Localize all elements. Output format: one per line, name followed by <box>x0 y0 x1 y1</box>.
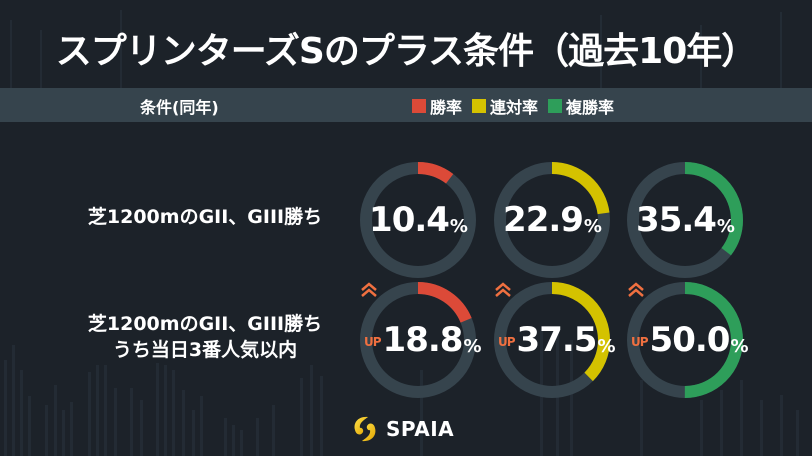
double-chevron-up-icon <box>361 282 377 297</box>
double-chevron-up-icon <box>495 282 511 297</box>
spaia-logo: SPAIA <box>350 414 454 444</box>
legend-label: 連対率 <box>490 98 539 117</box>
donut-value: 35.4% <box>627 162 743 278</box>
donut-top2-rate-row1: 22.9% <box>494 162 610 278</box>
double-chevron-up-icon <box>628 282 644 297</box>
percent-sign: % <box>730 335 748 357</box>
donut-win-rate-row2: UP 18.8% <box>360 282 481 398</box>
condition-column-header: 条件(同年) <box>140 98 219 117</box>
donut-value: UP 18.8% <box>360 282 481 398</box>
value-number: 37.5 <box>516 320 598 360</box>
row-label-line: 芝1200mのGII、GIII勝ち <box>87 206 323 228</box>
donut-top3-rate-row1: 35.4% <box>627 162 743 278</box>
up-label: UP <box>498 335 516 349</box>
legend: 勝率 連対率 複勝率 <box>412 94 614 118</box>
up-badge: UP <box>495 282 516 349</box>
donut-top2-rate-row2: UP 37.5% <box>494 282 615 398</box>
donut-value: UP 37.5% <box>494 282 615 398</box>
percent-sign: % <box>449 215 468 237</box>
value-number: 50.0 <box>649 320 731 360</box>
row-label-1: 芝1200mのGII、GIII勝ち <box>40 204 370 230</box>
up-label: UP <box>364 335 382 349</box>
page-title: スプリンターズSのプラス条件（過去10年） <box>55 31 758 72</box>
legend-swatch-green <box>548 99 563 113</box>
legend-item-top3-rate: 複勝率 <box>548 94 614 118</box>
legend-label: 勝率 <box>430 98 463 117</box>
donut-top3-rate-row2: UP 50.0% <box>627 282 748 398</box>
up-badge: UP <box>361 282 382 349</box>
up-label: UP <box>631 335 649 349</box>
row-label-line: うち当日3番人気以内 <box>112 339 298 361</box>
spaia-swirl-icon <box>354 416 376 442</box>
row-label-line: 芝1200mのGII、GIII勝ち <box>87 313 323 335</box>
percent-sign: % <box>583 215 602 237</box>
percent-sign: % <box>463 335 481 357</box>
logo-text: SPAIA <box>386 417 455 441</box>
donut-win-rate-row1: 10.4% <box>360 162 476 278</box>
legend-label: 複勝率 <box>566 98 615 117</box>
donut-value: 10.4% <box>360 162 476 278</box>
value-number: 35.4 <box>636 200 717 240</box>
legend-swatch-red <box>412 99 426 113</box>
legend-item-top2-rate: 連対率 <box>472 94 538 118</box>
donut-value: UP 50.0% <box>627 282 748 398</box>
donut-value: 22.9% <box>494 162 610 278</box>
value-number: 22.9 <box>503 200 584 240</box>
value-number: 10.4 <box>369 200 450 240</box>
percent-sign: % <box>716 215 735 237</box>
value-number: 18.8 <box>382 320 464 360</box>
legend-swatch-yellow <box>472 99 487 113</box>
up-badge: UP <box>628 282 649 349</box>
row-label-2: 芝1200mのGII、GIII勝ち うち当日3番人気以内 <box>40 311 370 363</box>
legend-item-win-rate: 勝率 <box>412 94 462 118</box>
percent-sign: % <box>597 335 615 357</box>
header-bar: 条件(同年) 勝率 連対率 複勝率 <box>0 88 812 122</box>
